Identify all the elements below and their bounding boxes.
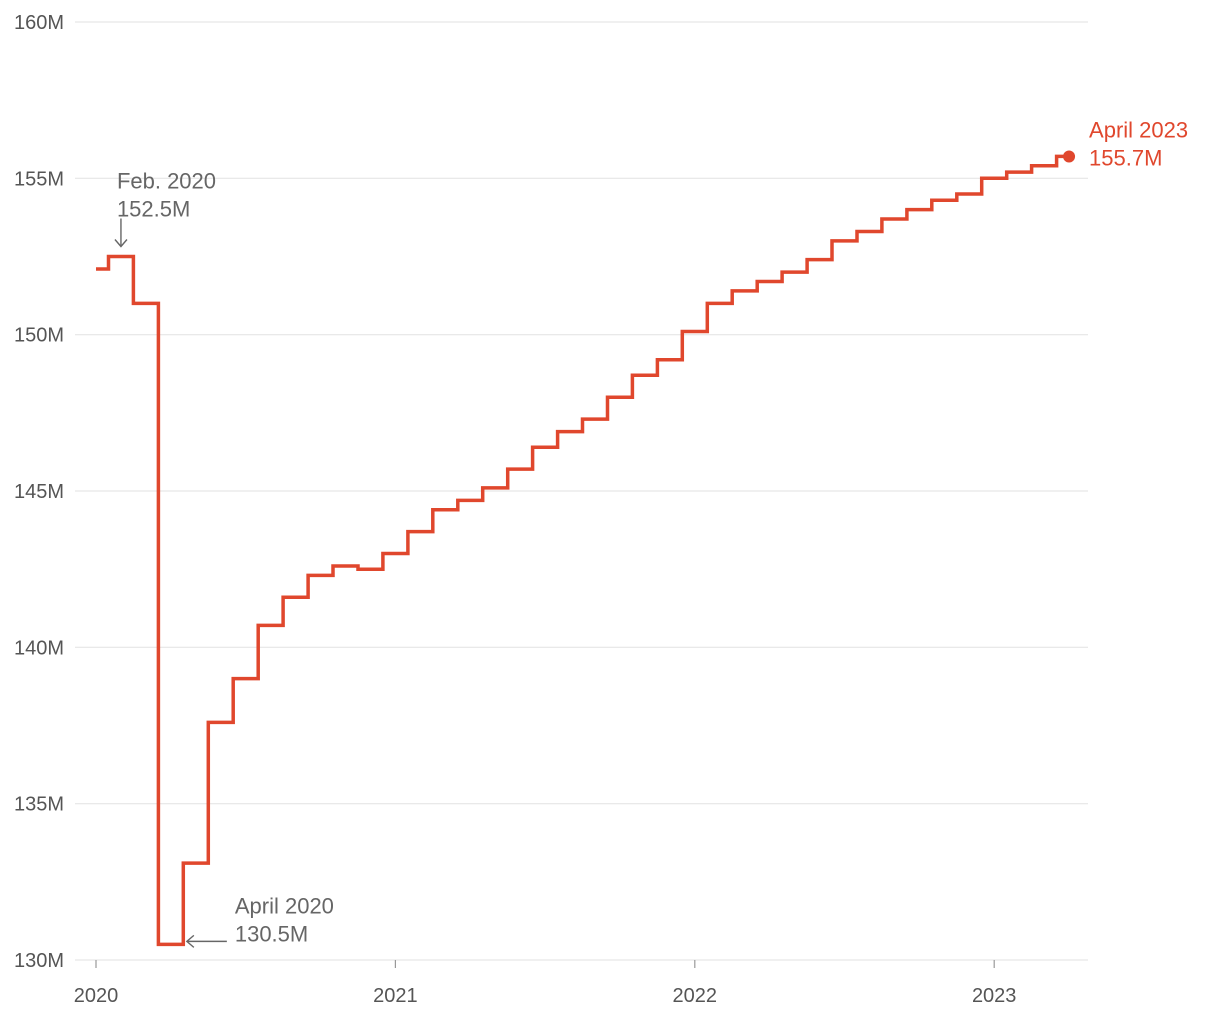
- end-point-marker: [1063, 150, 1076, 163]
- y-tick-label: 135M: [14, 794, 64, 816]
- y-tick-label: 140M: [14, 637, 64, 659]
- x-tick-label: 2020: [74, 985, 119, 1007]
- annotations: Feb. 2020 152.5M April 2020 130.5M: [114, 169, 334, 948]
- y-axis: 130M 135M 140M 145M 150M 155M 160M: [14, 12, 64, 972]
- annotation-arrowhead: [185, 934, 195, 948]
- x-tick-label: 2023: [972, 985, 1017, 1007]
- annotation-label: Feb. 2020: [117, 169, 216, 194]
- x-tick-label: 2021: [373, 985, 418, 1007]
- y-tick-label: 130M: [14, 950, 64, 972]
- gridlines: [75, 21, 1088, 961]
- end-label-value: 155.7M: [1089, 145, 1162, 170]
- y-tick-label: 160M: [14, 12, 64, 34]
- series-line: [96, 154, 1069, 947]
- x-axis: 2020 2021 2022 2023: [74, 960, 1017, 1007]
- annotation-arrowhead: [114, 239, 128, 248]
- annotation-value: 130.5M: [235, 921, 308, 946]
- y-tick-label: 145M: [14, 481, 64, 503]
- x-tick-label: 2022: [673, 985, 718, 1007]
- y-tick-label: 150M: [14, 325, 64, 347]
- end-label-date: April 2023: [1089, 117, 1188, 142]
- annotation-value: 152.5M: [117, 197, 190, 222]
- annotation-label: April 2020: [235, 893, 334, 918]
- y-tick-label: 155M: [14, 168, 64, 190]
